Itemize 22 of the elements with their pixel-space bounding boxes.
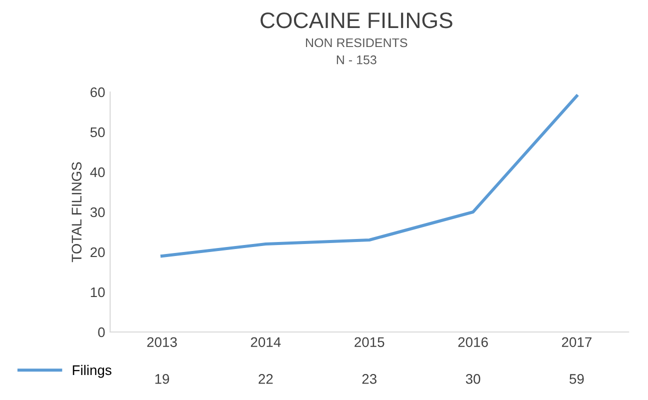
x-tick-label: 2017	[562, 337, 592, 348]
line-series	[160, 94, 578, 258]
y-tick-label: 60	[90, 87, 105, 98]
y-tick-label: 30	[90, 207, 105, 218]
data-label: 19	[155, 374, 170, 384]
x-tick-label: 2013	[147, 337, 177, 348]
data-label: 22	[258, 374, 273, 384]
chart-subtitle: NON RESIDENTS N - 153	[306, 38, 408, 64]
y-tick-label: 10	[90, 287, 105, 298]
legend-label: Filings	[72, 364, 112, 378]
y-tick-label: 20	[90, 247, 105, 258]
x-tick-label: 2015	[354, 337, 384, 348]
y-tick-label: 50	[90, 127, 105, 138]
y-axis-title: TOTAL FILINGS	[72, 162, 82, 262]
y-tick-label: 40	[90, 167, 105, 178]
x-tick-label: 2014	[250, 337, 281, 348]
data-label: 23	[362, 374, 376, 384]
data-label: 30	[466, 374, 480, 384]
data-label: 59	[570, 374, 584, 384]
chart-title: COCAINE FILINGS	[260, 12, 452, 28]
x-tick-label: 2016	[458, 337, 488, 348]
y-tick-label: 0	[98, 327, 105, 338]
